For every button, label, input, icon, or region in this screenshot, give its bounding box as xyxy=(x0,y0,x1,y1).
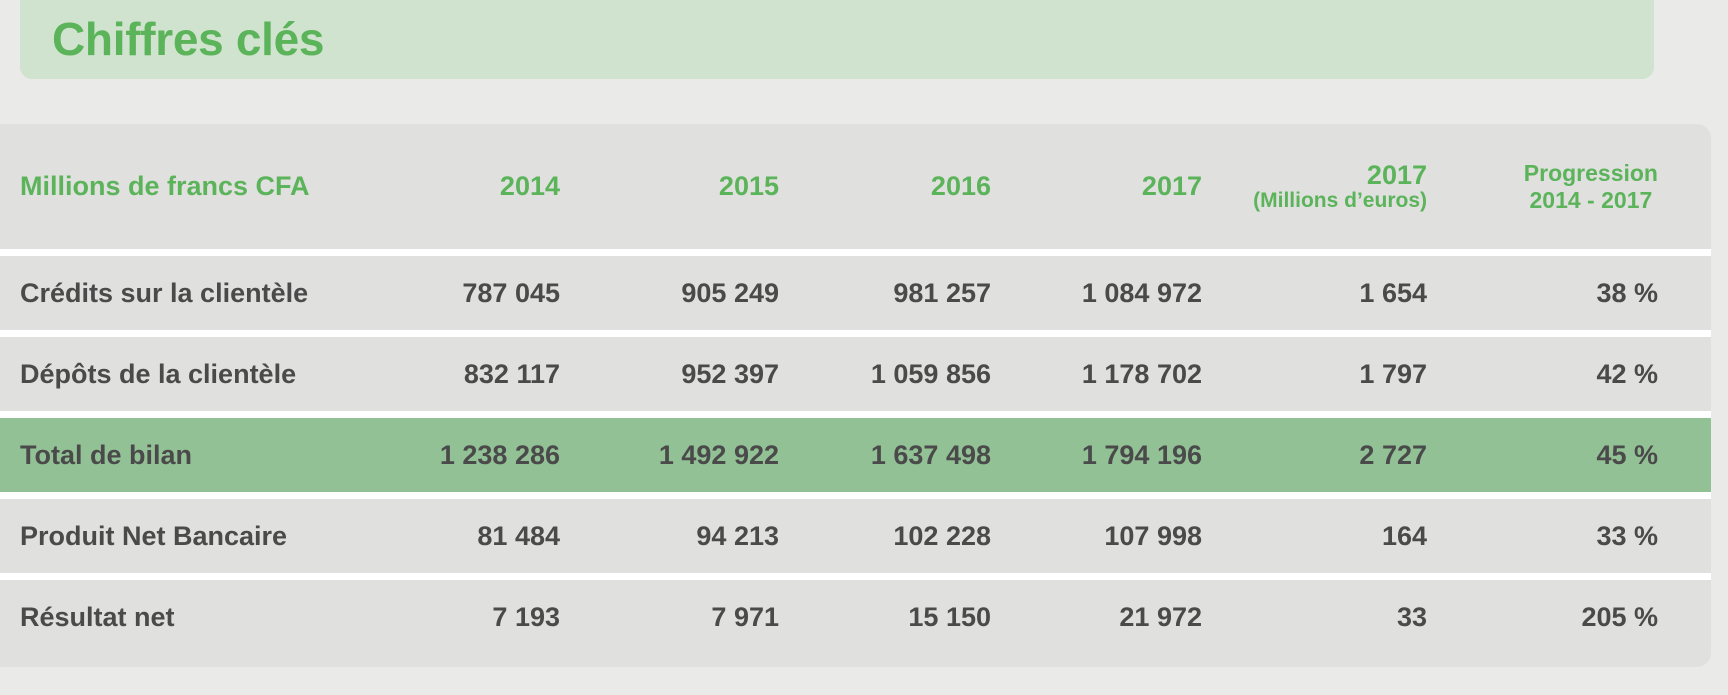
cell-2016: 1 637 498 xyxy=(870,439,991,470)
header-2015: 2015 xyxy=(718,171,779,201)
header-prog-line2: 2014 - 2017 xyxy=(1529,186,1653,213)
table-row: Résultat net 7 193 7 971 15 150 21 972 3… xyxy=(0,573,1711,654)
table-row: Dépôts de la clientèle 832 117 952 397 1… xyxy=(0,330,1711,411)
title-banner: Chiffres clés xyxy=(20,0,1654,79)
cell-2016: 1 059 856 xyxy=(870,358,991,389)
cell-2017-euros: 1 654 xyxy=(1359,277,1427,308)
cell-2015: 94 213 xyxy=(696,520,779,551)
row-label: Crédits sur la clientèle xyxy=(20,277,309,308)
cell-2017: 1 084 972 xyxy=(1081,277,1202,308)
cell-progression: 45 % xyxy=(1596,439,1658,470)
cell-2017: 21 972 xyxy=(1119,601,1202,632)
cell-2017: 107 998 xyxy=(1104,520,1202,551)
cell-progression: 42 % xyxy=(1596,358,1658,389)
cell-progression: 38 % xyxy=(1596,277,1658,308)
header-prog-line1: Progression xyxy=(1523,160,1658,187)
header-2017: 2017 xyxy=(1141,171,1202,201)
cell-2014: 7 193 xyxy=(492,601,560,632)
row-label: Produit Net Bancaire xyxy=(20,520,288,551)
header-unit-label: Millions de francs CFA xyxy=(20,171,310,201)
cell-progression: 33 % xyxy=(1596,520,1658,551)
cell-2017-euros: 2 727 xyxy=(1359,439,1427,470)
cell-2014: 81 484 xyxy=(477,520,560,551)
row-label: Dépôts de la clientèle xyxy=(20,358,297,389)
row-label: Résultat net xyxy=(20,601,175,632)
header-2016: 2016 xyxy=(930,171,991,201)
table-row: Produit Net Bancaire 81 484 94 213 102 2… xyxy=(0,492,1711,573)
table-row: Crédits sur la clientèle 787 045 905 249… xyxy=(0,249,1711,330)
cell-2017-euros: 1 797 xyxy=(1359,358,1427,389)
table-header-row: Millions de francs CFA 2014 2015 2016 20… xyxy=(0,124,1711,249)
header-progression: Progression 2014 - 2017 xyxy=(1440,124,1658,249)
cell-2014: 1 238 286 xyxy=(439,439,560,470)
cell-2015: 952 397 xyxy=(681,358,779,389)
cell-2016: 15 150 xyxy=(908,601,991,632)
table-row-highlighted: Total de bilan 1 238 286 1 492 922 1 637… xyxy=(0,411,1711,492)
row-label: Total de bilan xyxy=(20,439,193,470)
cell-2014: 787 045 xyxy=(462,277,560,308)
cell-2017: 1 178 702 xyxy=(1081,358,1202,389)
cell-2014: 832 117 xyxy=(463,358,560,389)
cell-2017-euros: 164 xyxy=(1381,520,1427,551)
key-figures-table: Millions de francs CFA 2014 2015 2016 20… xyxy=(0,124,1711,667)
cell-2016: 981 257 xyxy=(893,277,991,308)
header-2017-euros: 2017 (Millions d’euros) xyxy=(1230,124,1427,249)
cell-2017-euros: 33 xyxy=(1396,601,1427,632)
cell-progression: 205 % xyxy=(1581,601,1658,632)
cell-2017: 1 794 196 xyxy=(1081,439,1202,470)
header-2014: 2014 xyxy=(499,171,560,201)
header-eur-year: 2017 xyxy=(1366,159,1427,190)
header-eur-unit: (Millions d’euros) xyxy=(1253,188,1427,212)
cell-2015: 1 492 922 xyxy=(658,439,779,470)
cell-2015: 7 971 xyxy=(711,601,779,632)
page-title: Chiffres clés xyxy=(52,13,325,65)
cell-2016: 102 228 xyxy=(893,520,991,551)
cell-2015: 905 249 xyxy=(681,277,779,308)
